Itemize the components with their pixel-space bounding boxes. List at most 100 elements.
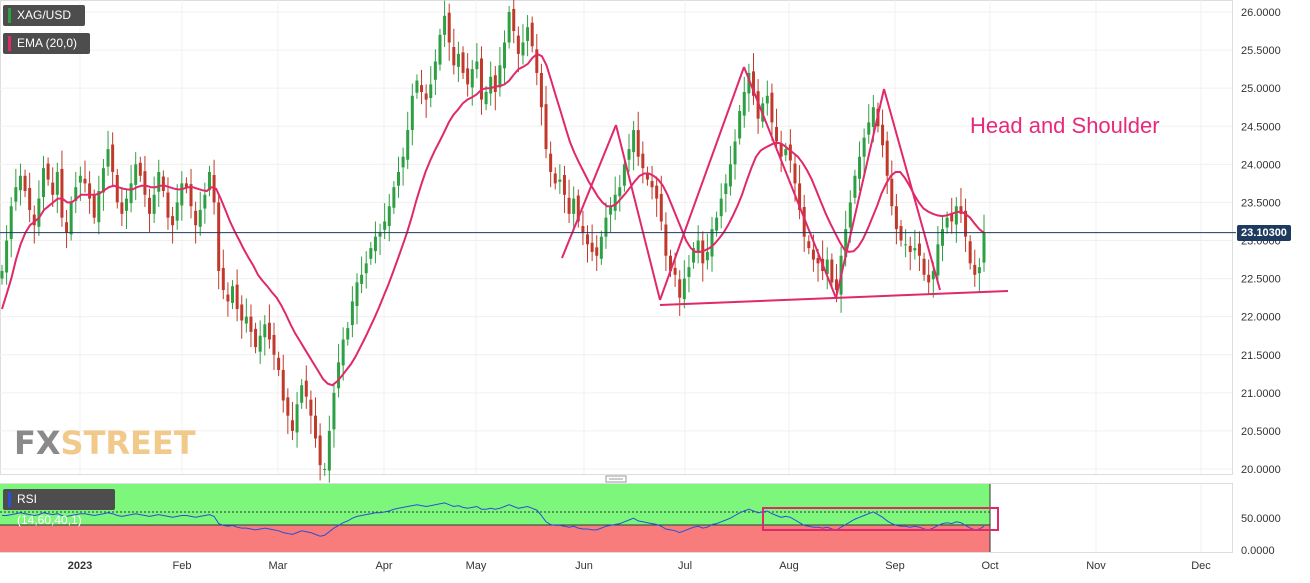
candle-body [549,153,553,172]
candle-body [562,174,566,195]
candle-body [175,202,179,221]
candle-body [871,107,875,128]
candle-body [668,255,672,271]
x-tick-label: Apr [375,560,392,572]
candle-body [115,174,119,203]
candle-body [724,183,728,195]
candle-body [493,75,497,92]
candle-body [184,183,188,188]
candle-body [138,162,142,176]
x-tick-label: Jul [678,560,692,572]
candle-body [507,12,511,43]
candle-body [719,198,723,217]
candle-body [295,404,299,433]
candle-body [258,335,262,352]
candle-body [410,95,414,131]
candle-body [622,164,626,186]
rsi-line [2,502,985,537]
candle-body [544,104,548,150]
candle-body [516,35,520,54]
candle-body [152,194,156,214]
candle-body [715,217,719,231]
candle-body [770,92,774,123]
candle-body [309,399,313,416]
x-tick-label: Nov [1086,560,1106,572]
candle-body [148,197,152,214]
pattern-annotation: Head and Shoulder [970,113,1160,138]
candle-body [217,202,221,271]
candle-body [636,130,640,157]
candle-body [101,168,105,193]
rsi-legend[interactable]: RSI (14,60,40,1) [3,489,115,527]
candle-body [392,187,396,208]
pattern-line [561,124,617,259]
candle-body [742,91,746,116]
ema-legend[interactable]: EMA (20,0) [3,33,90,54]
candle-body [124,198,128,211]
y-tick-label: 24.5000 [1241,121,1281,133]
symbol-legend[interactable]: XAG/USD [3,5,85,26]
candle-body [678,279,682,298]
candle-body [802,206,806,237]
ema-line [1,52,985,387]
candle-body [401,156,405,168]
candle-body [775,127,779,142]
candle-body [816,258,820,264]
last-price-tag: 23.10300 [1237,225,1291,241]
candle-body [373,236,377,252]
candle-body [161,176,165,191]
candle-body [788,144,792,161]
candle-body [88,183,92,199]
candle-body [452,47,456,66]
candle-body [595,247,599,256]
candle-body [290,420,294,431]
candle-body [263,324,267,338]
candle-body [272,334,276,355]
candle-body [387,206,391,227]
candle-body [97,190,101,223]
candle-body [945,217,949,228]
candle-body [470,69,474,88]
candle-body [267,322,271,340]
candle-body [779,143,783,157]
candle-body [429,84,433,99]
candle-body [355,282,359,307]
candle-body [350,301,354,326]
candle-body [360,274,364,284]
candle-body [705,251,709,261]
candle-body [609,206,613,215]
candle-body [461,52,465,73]
x-tick-label: Dec [1191,560,1211,572]
candle-body [65,222,69,233]
candle-body [396,171,400,186]
candle-body [784,149,788,156]
candle-body [489,76,493,94]
candle-body [950,213,954,222]
candle-body [968,241,972,264]
candle-body [383,221,387,230]
candle-body [738,111,742,139]
candle-body [304,380,308,397]
candle-body [696,240,700,252]
candle-body [106,149,110,167]
candle-body [927,274,931,283]
candle-body [692,248,696,263]
candle-body [198,210,202,227]
candle-body [69,202,73,235]
candle-body [240,304,244,321]
candle-body [848,202,852,228]
candle-body [83,178,87,184]
y-tick-label: 25.0000 [1241,83,1281,95]
candle-body [120,202,124,214]
candle-body [244,316,248,324]
candle-body [881,124,885,146]
y-tick-label: 21.5000 [1241,350,1281,362]
candle-body [862,137,866,157]
candle-body [747,72,751,94]
candle-body [318,435,322,466]
candle-body [78,175,82,183]
candle-body [286,397,290,416]
candle-body [111,144,115,172]
y-tick-label: 26.0000 [1241,7,1281,19]
x-tick-label: 2023 [68,560,92,572]
